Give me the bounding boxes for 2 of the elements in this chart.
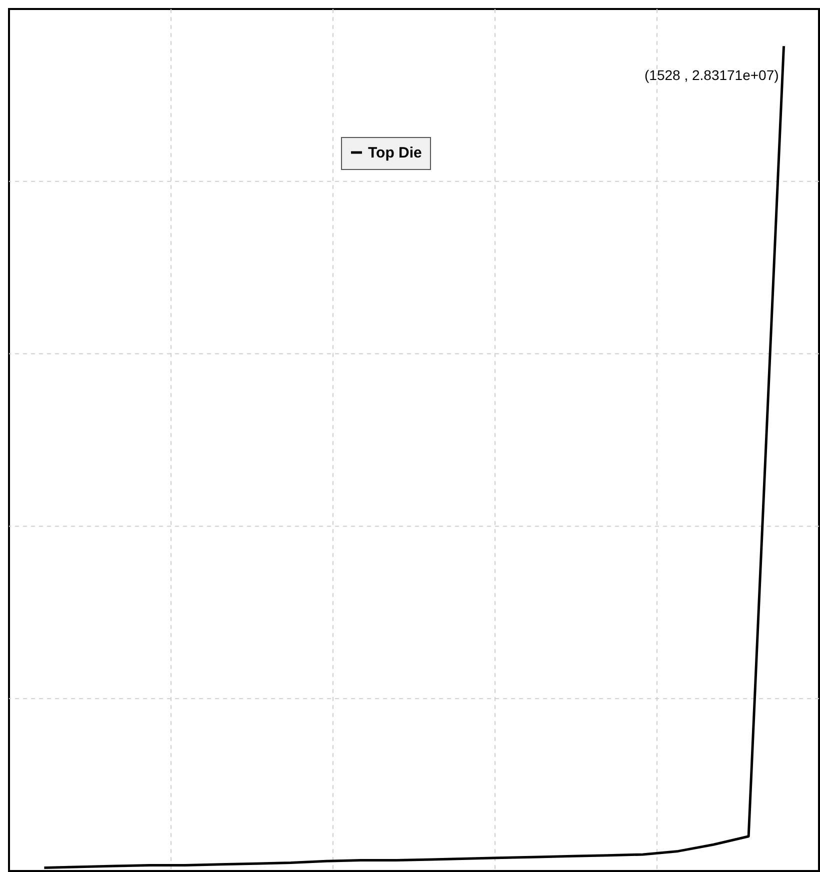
legend-label: Top Die (368, 144, 422, 162)
annotation: (1528 , 2.83171e+07) (644, 67, 779, 84)
